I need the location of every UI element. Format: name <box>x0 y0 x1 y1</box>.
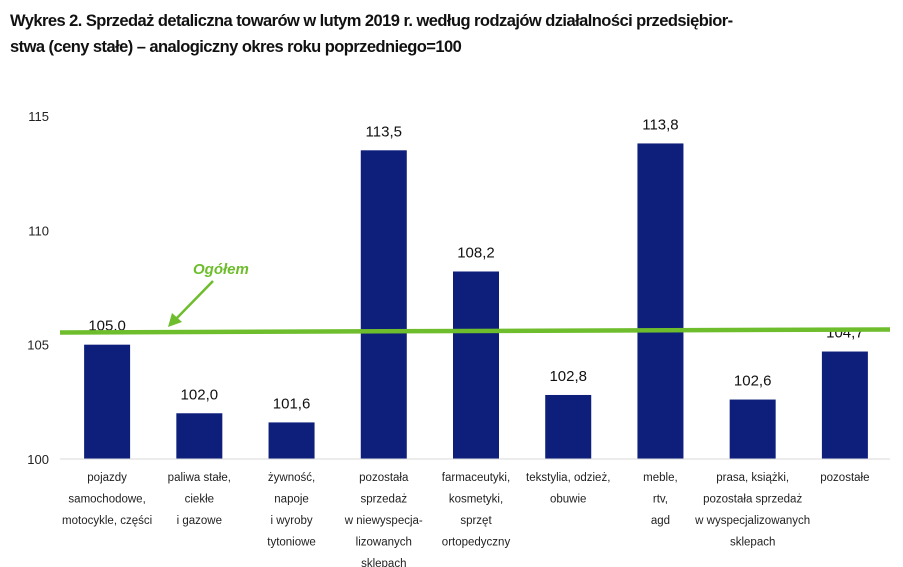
reference-arrow-head <box>168 313 182 327</box>
y-tick-label: 115 <box>28 109 49 124</box>
category-label: i gazowe <box>177 515 222 527</box>
bar <box>637 143 684 459</box>
category-label: ortopedyczny <box>442 537 511 549</box>
category-label: sprzęt <box>460 515 492 527</box>
bar <box>84 344 131 459</box>
category-label: napoje <box>274 494 309 506</box>
category-label: pozostała sprzedaż <box>703 494 802 506</box>
data-label: 104,7 <box>826 325 864 342</box>
bar <box>545 394 592 459</box>
category-label: kosmetyki, <box>449 494 503 506</box>
category-label: pozostała <box>359 472 409 484</box>
bar <box>453 271 499 459</box>
category-label: ciekłe <box>185 494 214 506</box>
category-label: lizowanych <box>356 537 412 549</box>
data-label: 102,8 <box>549 368 587 385</box>
data-label: 101,6 <box>273 395 311 412</box>
chart-title-line-2: stwa (ceny stałe) – analogiczny okres ro… <box>10 38 462 56</box>
bar <box>268 422 315 459</box>
reference-arrow-shaft <box>174 280 214 321</box>
category-label: paliwa stałe, <box>168 472 231 484</box>
bar <box>360 150 407 460</box>
reference-line-label: Ogółem <box>193 261 249 278</box>
chart-title: Wykres 2. Sprzedaż detaliczna towarów w … <box>10 8 900 60</box>
category-label: w wyspecjalizowanych <box>694 515 810 527</box>
category-label: i wyroby <box>270 515 312 527</box>
category-label: tekstylia, odzież, <box>526 472 610 484</box>
category-label: samochodowe, <box>68 494 145 506</box>
category-label: żywność, <box>268 472 315 484</box>
y-tick-label: 110 <box>28 223 49 238</box>
y-tick-label: 105 <box>27 338 49 353</box>
data-label: 113,5 <box>366 123 402 140</box>
category-label: pozostałe <box>820 472 869 484</box>
category-label: tytoniowe <box>267 537 316 549</box>
data-label: 102,0 <box>181 386 219 403</box>
data-label: 113,8 <box>642 116 678 133</box>
category-label: agd <box>651 515 670 527</box>
category-label: obuwie <box>550 494 586 506</box>
chart-title-line-1: Wykres 2. Sprzedaż detaliczna towarów w … <box>10 12 733 30</box>
bar <box>821 351 868 459</box>
category-label: pojazdy <box>87 472 127 484</box>
bar <box>729 399 776 459</box>
category-label: prasa, książki, <box>716 472 789 484</box>
category-label: motocykle, części <box>62 515 152 527</box>
data-label: 102,6 <box>734 373 772 390</box>
category-label: sprzedaż <box>360 494 407 506</box>
category-label: sklepach <box>361 558 406 567</box>
bar <box>176 413 223 459</box>
category-label: meble, <box>643 472 678 484</box>
category-label: sklepach <box>730 537 775 549</box>
y-tick-label: 100 <box>27 452 49 467</box>
category-label: rtv, <box>653 494 668 506</box>
data-label: 108,2 <box>457 244 495 261</box>
category-label: farmaceutyki, <box>442 472 510 484</box>
category-label: w niewyspecja- <box>344 515 423 527</box>
reference-line <box>59 327 891 335</box>
